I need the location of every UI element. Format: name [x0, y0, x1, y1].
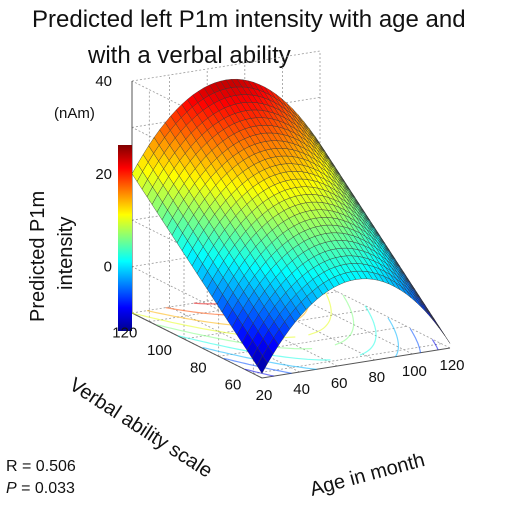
z-tick-label: 0 [104, 259, 112, 276]
correlation-r: R = 0.506 [6, 458, 76, 475]
contour-line [359, 305, 377, 356]
x-tick-label: 60 [331, 375, 348, 392]
z-tick-label: 20 [95, 166, 112, 183]
y-tick-label: 100 [147, 342, 172, 359]
contour-line [177, 335, 331, 361]
response-surface [131, 78, 451, 374]
grid-line [169, 306, 300, 373]
colorbar [118, 145, 132, 331]
grid-line [319, 282, 451, 349]
contour-line [431, 339, 439, 351]
contour-line [387, 317, 399, 357]
x-tick-label: 40 [293, 381, 310, 398]
y-tick-label: 80 [190, 359, 207, 376]
y-tick-label: 120 [112, 325, 137, 342]
x-axis-label: Age in month [308, 449, 428, 501]
y-tick-label: 60 [225, 377, 242, 394]
y-axis-label: Verbal ability scale [65, 374, 216, 483]
contour-line [244, 368, 274, 377]
z-unit-label: (nAm) [54, 105, 95, 122]
chart-title-line1: Predicted left P1m intensity with age an… [32, 6, 466, 33]
y-axis-line [131, 312, 263, 379]
p-symbol: P [6, 480, 17, 497]
x-tick-label: 80 [368, 369, 385, 386]
chart-title-line2: with a verbal ability [88, 42, 291, 69]
p-value-number: = 0.033 [16, 480, 75, 497]
x-tick-label: 20 [256, 387, 273, 404]
z-tick-label: 40 [95, 73, 112, 90]
contour-line [409, 328, 422, 353]
grid-line [131, 50, 321, 82]
x-axis-line [261, 347, 451, 379]
tick-labels: 20 40 60 80 100 120 60 80 100 120 0 20 40 [95, 73, 464, 404]
x-tick-label: 100 [402, 363, 427, 380]
contour-line [223, 357, 292, 374]
z-axis-label-line2: intensity [55, 217, 77, 290]
x-tick-label: 120 [439, 357, 464, 374]
z-axis-label-line1: Predicted P1m [27, 191, 49, 322]
surface-cell [131, 163, 143, 182]
contour-line [334, 294, 355, 346]
p-value: P = 0.033 [6, 480, 75, 498]
